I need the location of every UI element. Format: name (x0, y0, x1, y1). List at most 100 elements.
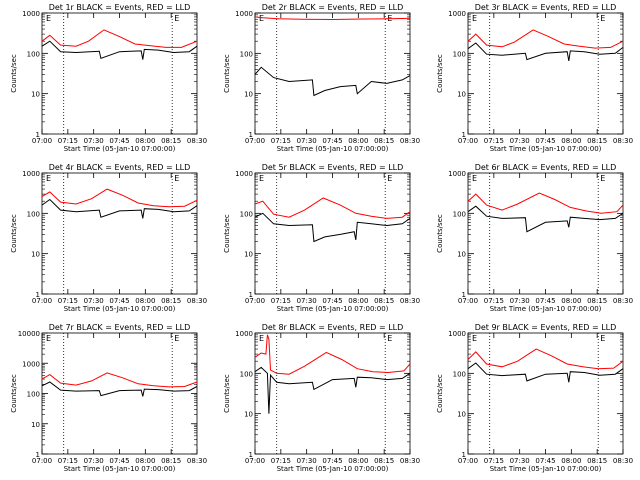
x-tick-label: 08:30 (187, 297, 207, 305)
x-tick-label: 08:15 (587, 457, 607, 465)
plot-frame (467, 12, 624, 135)
marker-label: E (259, 174, 264, 183)
y-tick-label: 10 (244, 411, 253, 419)
y-tick-label: 100 (27, 210, 40, 218)
y-tick-label: 1 (249, 451, 253, 459)
y-tick-label: 1000 (235, 170, 253, 178)
x-tick-label: 07:15 (271, 297, 291, 305)
panel-title: Det 1r BLACK = Events, RED = LLD (49, 3, 191, 12)
y-tick-label: 100 (240, 370, 253, 378)
plot-frame (41, 12, 198, 135)
x-tick-label: 08:15 (374, 297, 394, 305)
x-tick-label: 07:30 (297, 457, 317, 465)
y-tick-label: 1 (462, 451, 466, 459)
detector-panel-3: Det 3r BLACK = Events, RED = LLD 1 10 100 10… (436, 3, 633, 153)
x-tick-label: 07:00 (245, 297, 265, 305)
plot-frame (41, 332, 198, 455)
x-tick-label: 07:30 (510, 297, 530, 305)
x-tick-label: 08:15 (587, 137, 607, 145)
y-tick-label: 100 (453, 210, 466, 218)
x-axis-label: Start Time (05-Jan-10 07:00:00) (277, 305, 389, 313)
series-line-events (41, 381, 198, 397)
x-tick-label: 08:15 (374, 137, 394, 145)
x-tick-label: 07:00 (245, 137, 265, 145)
series-line-lld (467, 192, 624, 214)
y-axis-label: Counts/sec (223, 54, 231, 93)
series-line-lld (254, 16, 411, 21)
x-axis-label: Start Time (05-Jan-10 07:00:00) (490, 465, 602, 473)
marker-label: E (46, 174, 51, 183)
series-line-lld (254, 334, 411, 375)
marker-label: E (472, 334, 477, 343)
x-tick-label: 08:30 (400, 137, 420, 145)
y-tick-label: 10 (244, 251, 253, 259)
x-tick-label: 08:15 (161, 297, 181, 305)
x-tick-label: 07:45 (109, 137, 129, 145)
panel-title: Det 6r BLACK = Events, RED = LLD (475, 163, 617, 172)
x-tick-label: 07:00 (32, 137, 52, 145)
y-tick-label: 1 (462, 291, 466, 299)
y-tick-label: 10 (244, 91, 253, 99)
marker-label: E (46, 14, 51, 23)
y-axis-label: Counts/sec (223, 374, 231, 413)
x-axis-label: Start Time (05-Jan-10 07:00:00) (64, 145, 176, 153)
series-line-lld (41, 372, 198, 388)
y-tick-label: 1000 (22, 360, 40, 368)
x-tick-label: 08:00 (135, 297, 155, 305)
series-line-events (467, 205, 624, 233)
x-tick-label: 07:15 (484, 137, 504, 145)
y-tick-label: 1 (249, 131, 253, 139)
marker-label: E (387, 174, 392, 183)
panel-title: Det 4r BLACK = Events, RED = LLD (49, 163, 191, 172)
detector-panel-9: Det 9r BLACK = Events, RED = LLD 1 10 100 10… (436, 323, 633, 473)
x-tick-label: 07:30 (297, 137, 317, 145)
y-tick-label: 1 (36, 451, 40, 459)
y-tick-label: 100 (453, 50, 466, 58)
series-line-events (467, 362, 624, 383)
x-tick-label: 07:30 (84, 457, 104, 465)
marker-label: E (174, 174, 179, 183)
x-tick-label: 07:45 (322, 297, 342, 305)
x-tick-label: 08:30 (400, 457, 420, 465)
y-tick-label: 1000 (22, 170, 40, 178)
y-tick-label: 100 (27, 50, 40, 58)
series-line-events (41, 40, 198, 60)
x-tick-label: 07:00 (32, 297, 52, 305)
x-tick-label: 08:00 (561, 457, 581, 465)
x-tick-label: 07:00 (458, 137, 478, 145)
y-tick-label: 10000 (18, 330, 40, 338)
series-line-lld (467, 29, 624, 49)
x-tick-label: 07:15 (58, 457, 78, 465)
series-line-events (41, 198, 198, 219)
x-tick-label: 07:45 (322, 457, 342, 465)
series-line-events (254, 66, 411, 97)
x-tick-label: 08:15 (587, 297, 607, 305)
x-tick-label: 07:45 (535, 457, 555, 465)
x-tick-label: 08:30 (400, 297, 420, 305)
marker-label: E (600, 334, 605, 343)
x-tick-label: 07:15 (484, 297, 504, 305)
y-axis-label: Counts/sec (10, 374, 18, 413)
x-tick-label: 08:00 (561, 137, 581, 145)
y-tick-label: 1000 (22, 10, 40, 18)
x-tick-label: 07:30 (84, 297, 104, 305)
series-line-lld (254, 197, 411, 219)
y-tick-label: 1 (462, 131, 466, 139)
x-tick-label: 07:45 (322, 137, 342, 145)
x-tick-label: 07:15 (58, 137, 78, 145)
x-tick-label: 08:00 (348, 457, 368, 465)
x-tick-label: 07:00 (458, 457, 478, 465)
y-tick-label: 100 (453, 370, 466, 378)
y-axis-label: Counts/sec (436, 214, 444, 253)
x-tick-label: 07:00 (32, 457, 52, 465)
series-line-events (254, 212, 411, 243)
x-tick-label: 07:15 (484, 457, 504, 465)
x-tick-label: 07:00 (458, 297, 478, 305)
marker-label: E (600, 174, 605, 183)
panel-title: Det 2r BLACK = Events, RED = LLD (262, 3, 404, 12)
x-tick-label: 07:30 (297, 297, 317, 305)
marker-label: E (259, 14, 264, 23)
detector-panel-1: Det 1r BLACK = Events, RED = LLD 1 10 100 10… (10, 3, 207, 153)
y-tick-label: 10 (31, 91, 40, 99)
y-tick-label: 100 (240, 210, 253, 218)
